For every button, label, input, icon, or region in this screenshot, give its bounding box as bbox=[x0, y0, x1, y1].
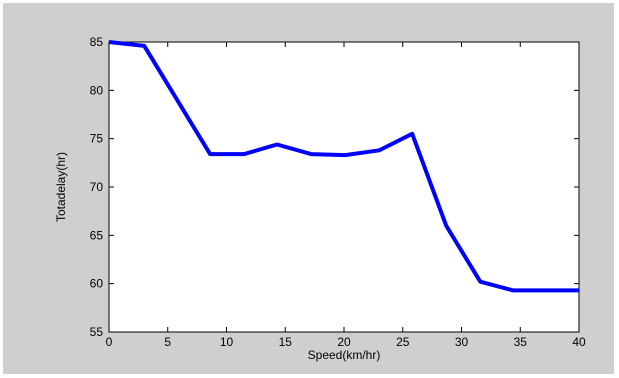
x-tick-label: 0 bbox=[106, 335, 113, 349]
y-tick-labels: 55 60 65 70 75 80 85 bbox=[90, 35, 104, 339]
figure-background: 0 5 10 15 20 25 30 35 40 55 60 65 70 75 80 85 Speed(km… bbox=[3, 3, 614, 374]
x-tick-label: 30 bbox=[455, 335, 469, 349]
x-tick-label: 10 bbox=[220, 335, 234, 349]
x-tick-label: 25 bbox=[396, 335, 410, 349]
x-tick-labels: 0 5 10 15 20 25 30 35 40 bbox=[106, 335, 586, 349]
x-tick-label: 35 bbox=[514, 335, 528, 349]
axis-ticks bbox=[108, 41, 580, 333]
x-axis-title: Speed(km/hr) bbox=[308, 348, 381, 362]
y-tick-label: 85 bbox=[90, 35, 104, 49]
y-tick-label: 75 bbox=[90, 132, 104, 146]
x-tick-label: 20 bbox=[337, 335, 351, 349]
line-chart: 0 5 10 15 20 25 30 35 40 55 60 65 70 75 80 85 Speed(km… bbox=[54, 35, 586, 362]
y-tick-label: 80 bbox=[90, 83, 104, 97]
series-line bbox=[108, 40, 579, 293]
y-tick-label: 55 bbox=[90, 325, 104, 339]
y-tick-label: 70 bbox=[90, 180, 104, 194]
y-tick-label: 65 bbox=[90, 228, 104, 242]
y-tick-label: 60 bbox=[90, 277, 104, 291]
y-axis-title: Totadelay(hr) bbox=[54, 152, 68, 222]
plot-area bbox=[108, 41, 580, 333]
x-tick-label: 40 bbox=[572, 335, 586, 349]
x-tick-label: 5 bbox=[164, 335, 171, 349]
x-tick-label: 15 bbox=[279, 335, 293, 349]
series-group bbox=[108, 40, 579, 293]
